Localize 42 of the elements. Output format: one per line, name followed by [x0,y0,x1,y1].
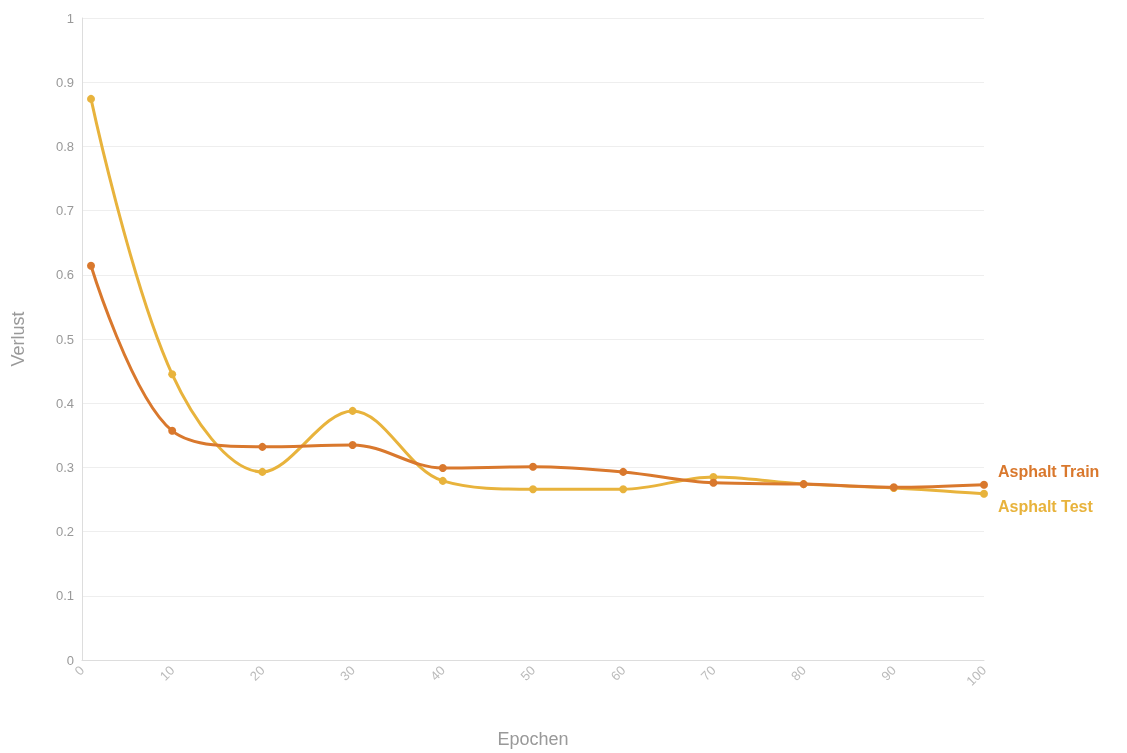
point [348,440,357,449]
point [709,478,718,487]
x-tick-label: 60 [607,662,629,684]
x-axis-title: Epochen [497,729,569,749]
y-tick-label: 0.9 [55,74,74,90]
point [438,476,447,485]
y-tick-label: 0.8 [55,138,74,154]
point [168,426,177,435]
point [619,467,628,476]
point [438,464,447,473]
point [529,462,537,471]
point [168,370,177,379]
point [980,480,988,489]
point [348,406,357,415]
x-tick-label: 30 [337,662,358,684]
y-tick-label: 0.1 [55,588,74,604]
point [980,489,988,498]
point [87,94,96,103]
point [258,467,267,476]
point [258,442,267,451]
point [619,485,628,494]
x-tick-label: 90 [878,662,900,684]
y-tick-label: 0.3 [55,459,74,475]
x-tick-label: 50 [517,662,539,684]
x-tick-label: 10 [156,662,178,684]
x-tick-label: 40 [427,662,449,684]
point [87,261,96,270]
y-tick-label: 1 [66,10,74,26]
y-tick-label: 0.5 [55,331,74,347]
y-tick-label: 0.4 [55,395,74,411]
y-tick-label: 0.7 [55,203,74,219]
x-tick-label: 70 [697,662,719,684]
y-tick-label: 0 [66,652,74,668]
y-axis-title: Verlust [8,311,28,367]
x-tick-label: 100 [963,662,990,689]
y-tick-label: 0.2 [55,524,74,540]
series-label: Asphalt Test [998,498,1094,516]
x-tick-label: 20 [246,662,268,684]
y-tick-label: 0.6 [55,267,74,283]
x-tick-label: 80 [788,662,809,684]
series-label: Asphalt Train [998,463,1100,481]
point [529,485,537,494]
